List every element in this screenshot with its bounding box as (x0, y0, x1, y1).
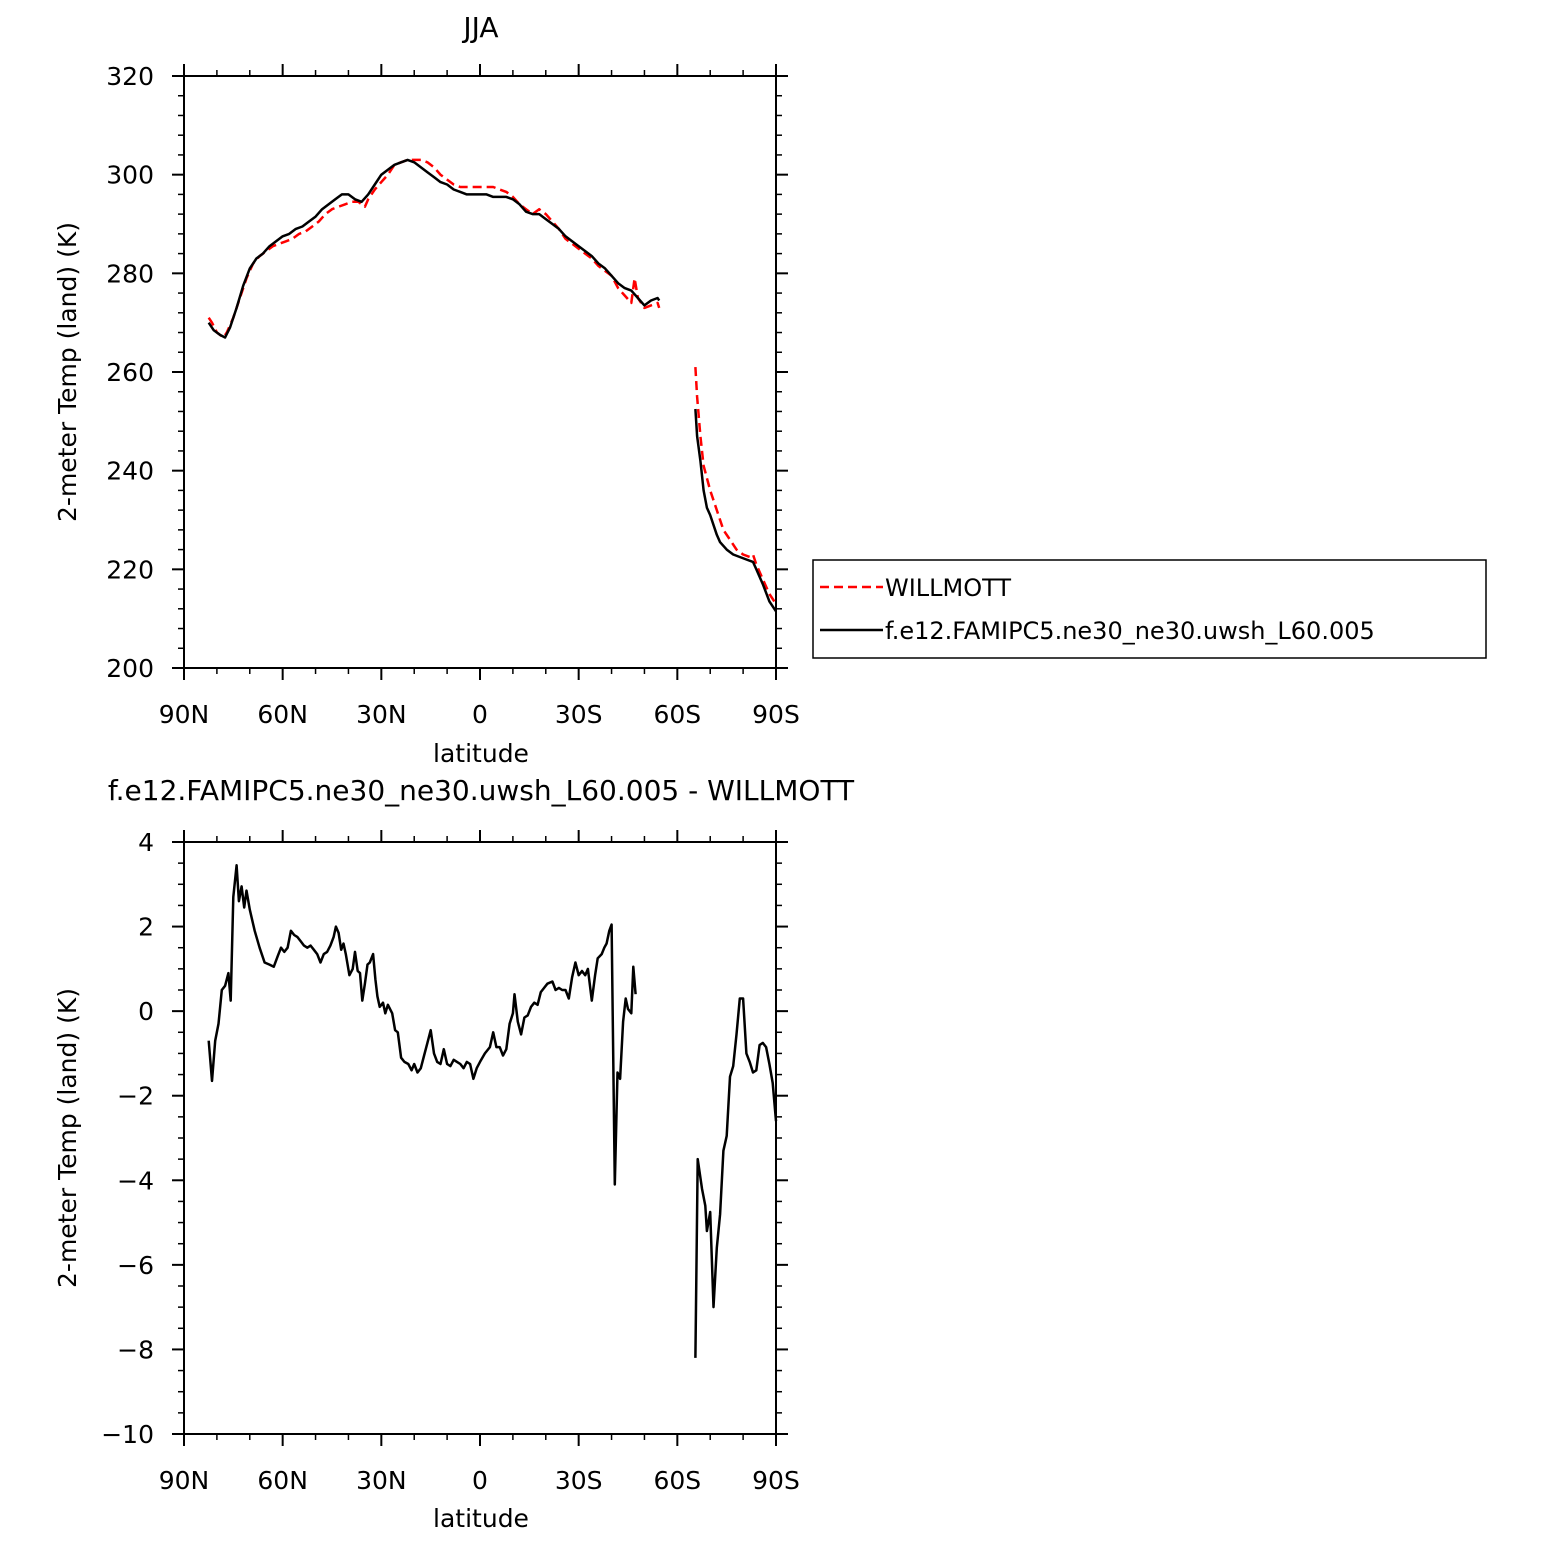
bottom-x-tick-label: 30N (356, 1466, 407, 1495)
bottom-plot-area (172, 830, 788, 1446)
bottom-x-axis-label: latitude (433, 1504, 529, 1533)
bottom-y-tick-label: −2 (117, 1082, 154, 1111)
top-x-tick-labels: 90N 60N 30N 0 30S 60S 90S (159, 700, 800, 729)
bottom-series-0-line-segment-0 (207, 864, 637, 1186)
top-y-tick-label: 220 (106, 555, 154, 584)
top-x-tick-label: 90N (159, 700, 210, 729)
bottom-chart-title: f.e12.FAMIPC5.ne30_ne30.uwsh_L60.005 - W… (108, 774, 855, 807)
top-x-axis-label: latitude (433, 739, 529, 768)
bottom-y-tick-label: 4 (138, 828, 154, 857)
top-series-1-line-segment-0 (207, 158, 661, 339)
top-x-tick-label: 90S (752, 700, 800, 729)
bottom-x-tick-label: 30S (555, 1466, 603, 1495)
top-x-tick-label: 60N (257, 700, 308, 729)
legend-entry-willmott: WILLMOTT (885, 574, 1011, 602)
legend: WILLMOTT f.e12.FAMIPC5.ne30_ne30.uwsh_L6… (812, 559, 1487, 659)
top-series-0-line-segment-1 (694, 367, 778, 605)
bottom-x-tick-label: 60N (257, 1466, 308, 1495)
top-y-tick-labels: 200 220 240 260 280 300 320 (106, 62, 154, 683)
bottom-y-tick-labels: −10 −8 −6 −4 −2 0 2 4 (101, 828, 154, 1449)
bottom-x-tick-labels: 90N 60N 30N 0 30S 60S 90S (159, 1466, 800, 1495)
top-x-tick-label: 60S (653, 700, 701, 729)
bottom-x-tick-label: 90S (752, 1466, 800, 1495)
legend-box (812, 559, 1487, 659)
top-y-tick-label: 240 (106, 457, 154, 486)
legend-entry-model: f.e12.FAMIPC5.ne30_ne30.uwsh_L60.005 (885, 617, 1375, 645)
bottom-y-tick-label: −4 (117, 1166, 154, 1195)
top-y-tick-label: 200 (106, 654, 154, 683)
bottom-series-0-line-segment-1 (694, 997, 778, 1358)
bottom-x-tick-label: 0 (472, 1466, 488, 1495)
top-y-tick-label: 300 (106, 161, 154, 190)
bottom-y-axis-label: 2-meter Temp (land) (K) (53, 988, 82, 1288)
top-x-tick-label: 0 (472, 700, 488, 729)
bottom-y-tick-label: −6 (117, 1251, 154, 1280)
top-y-axis-label: 2-meter Temp (land) (K) (53, 222, 82, 522)
top-chart-title: JJA (461, 11, 498, 44)
top-plot-area (172, 64, 788, 680)
bottom-y-tick-label: 2 (138, 913, 154, 942)
bottom-x-tick-label: 60S (653, 1466, 701, 1495)
bottom-y-tick-label: 0 (138, 997, 154, 1026)
top-panel: JJA 200 220 240 260 280 300 320 90N 60N 30N 0 30S 6… (53, 11, 800, 768)
bottom-x-tick-label: 90N (159, 1466, 210, 1495)
top-x-tick-label: 30N (356, 700, 407, 729)
top-y-tick-label: 280 (106, 259, 154, 288)
bottom-y-tick-label: −10 (101, 1420, 154, 1449)
bottom-panel: f.e12.FAMIPC5.ne30_ne30.uwsh_L60.005 - W… (53, 774, 855, 1533)
top-y-tick-label: 320 (106, 62, 154, 91)
top-x-tick-label: 30S (555, 700, 603, 729)
top-series-1-line-segment-1 (694, 408, 778, 612)
top-y-tick-label: 260 (106, 358, 154, 387)
bottom-y-tick-label: −8 (117, 1335, 154, 1364)
